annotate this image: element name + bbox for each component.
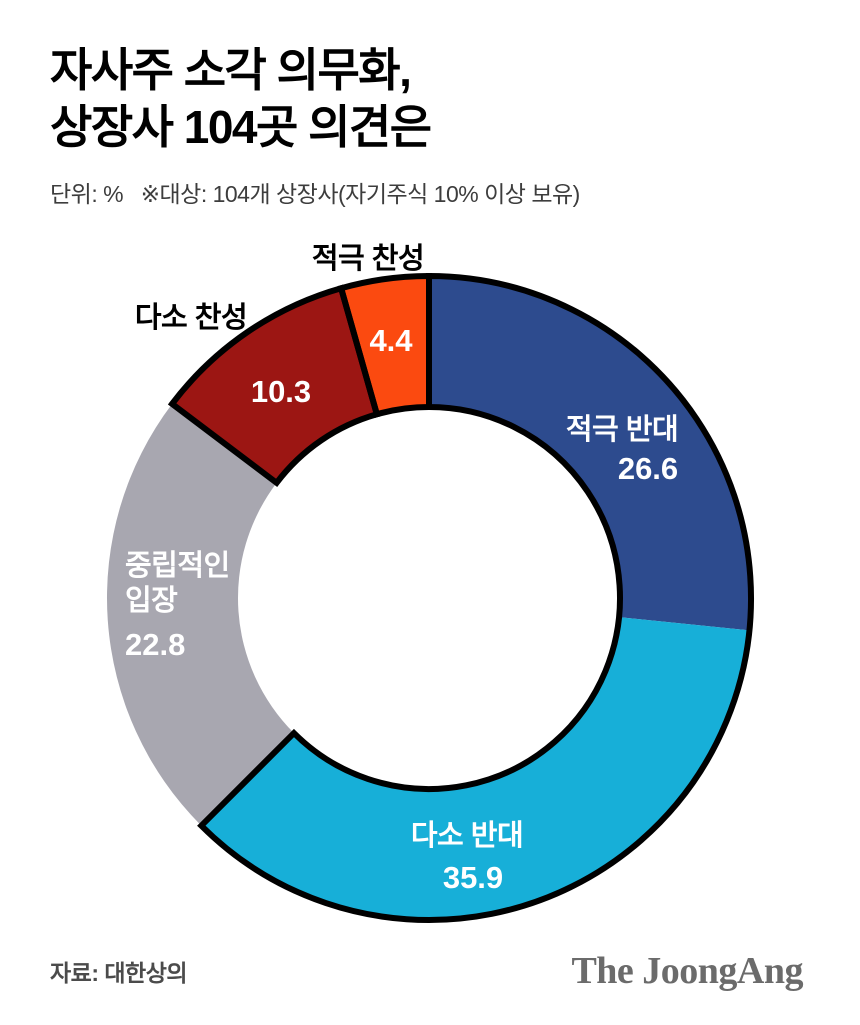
joongang-logo: The JoongAng	[571, 950, 803, 992]
segment-value-strong-agree: 4.4	[369, 323, 413, 358]
donut-segment-outline	[337, 272, 432, 418]
donut-segment-strong-oppose	[429, 276, 751, 631]
chart-subtitle-note: 단위: % ※대상: 104개 상장사(자기주식 10% 이상 보유)	[50, 181, 580, 207]
segment-value-neutral: 22.8	[125, 627, 186, 662]
donut-segment-somewhat-oppose	[201, 617, 750, 920]
donut-segment-neutral	[106, 403, 294, 826]
donut-segment-strong-agree	[341, 276, 429, 415]
segment-label-somewhat-oppose: 다소 반대	[410, 820, 524, 852]
segment-label-neutral-line2: 입장	[125, 585, 178, 617]
segment-label-strong-agree: 적극 찬성	[311, 243, 425, 275]
segment-value-somewhat-oppose: 35.9	[442, 860, 504, 895]
segment-label-neutral: 중립적인 입장 22.8	[125, 549, 230, 663]
source-credit: 자료: 대한상의	[50, 960, 188, 986]
segment-label-somewhat-agree: 다소 찬성	[134, 302, 248, 334]
donut-segment-outline	[197, 272, 754, 923]
page-title: 자사주 소각 의무화, 상장사 104곳 의견은	[50, 44, 432, 153]
segment-label-neutral-line1: 중립적인	[125, 550, 230, 582]
segment-label-strong-oppose: 적극 반대	[565, 414, 679, 446]
segment-value-strong-oppose: 26.6	[617, 451, 679, 486]
segment-value-somewhat-agree: 10.3	[250, 374, 312, 409]
